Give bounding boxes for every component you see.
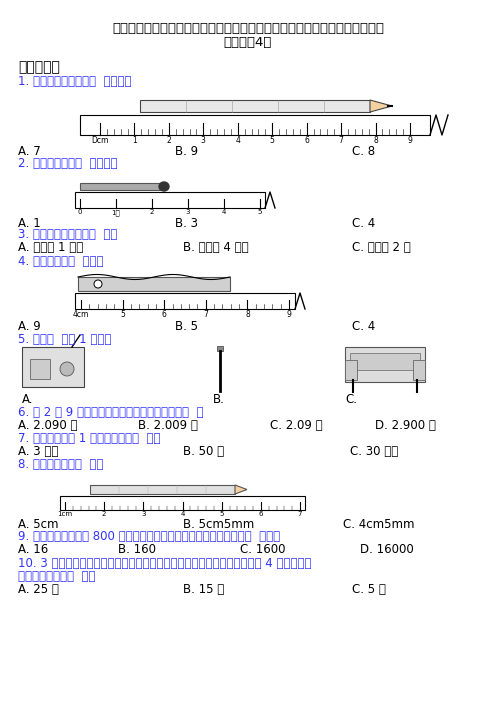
Text: A. 2.090 米: A. 2.090 米 <box>18 419 77 432</box>
Text: 5: 5 <box>270 136 275 145</box>
Text: 楼的高度大约是（  ）。: 楼的高度大约是（ ）。 <box>18 570 96 583</box>
Text: C. 4cm5mm: C. 4cm5mm <box>343 518 415 531</box>
Text: 9. 小华家到学校大约 800 米，估计一下，他在上学的路上可能走了（  ）步。: 9. 小华家到学校大约 800 米，估计一下，他在上学的路上可能走了（ ）步。 <box>18 530 280 543</box>
Bar <box>78 277 230 291</box>
Text: 7. 二年级小朋友 1 小时大约能走（  ）。: 7. 二年级小朋友 1 小时大约能走（ ）。 <box>18 432 161 445</box>
Text: 4: 4 <box>235 136 240 145</box>
Text: C. 跳绳长 2 米: C. 跳绳长 2 米 <box>352 241 411 254</box>
Text: 4: 4 <box>222 209 226 215</box>
Text: C.: C. <box>345 393 357 406</box>
Ellipse shape <box>159 182 169 191</box>
Text: 7: 7 <box>339 136 344 145</box>
Text: B. 9: B. 9 <box>175 145 198 158</box>
Text: 8. 下图铅笔长为（  ）。: 8. 下图铅笔长为（ ）。 <box>18 458 103 471</box>
Text: 4. 图中小刀长（  ）厘米: 4. 图中小刀长（ ）厘米 <box>18 255 104 268</box>
Text: B. 15 米: B. 15 米 <box>183 583 224 596</box>
Text: C. 1600: C. 1600 <box>240 543 286 556</box>
Text: 5: 5 <box>219 511 224 517</box>
Text: A. 3 千米: A. 3 千米 <box>18 445 59 458</box>
Text: C. 8: C. 8 <box>352 145 375 158</box>
Text: 2. 下图中火柴长（  ）厘米。: 2. 下图中火柴长（ ）厘米。 <box>18 157 118 170</box>
Text: C. 2.09 米: C. 2.09 米 <box>270 419 322 432</box>
Text: 9: 9 <box>408 136 413 145</box>
Text: B. 160: B. 160 <box>118 543 156 556</box>
Text: 7: 7 <box>298 511 302 517</box>
Text: 10. 3 个二年级小朋友的身高加起来和教室的高度差不多，学校的教学楼是 4 层楼，教学: 10. 3 个二年级小朋友的身高加起来和教室的高度差不多，学校的教学楼是 4 层… <box>18 557 311 570</box>
Text: 3: 3 <box>201 136 206 145</box>
Text: A. 9: A. 9 <box>18 320 41 333</box>
Bar <box>345 347 425 382</box>
Text: （必考题）小学数学二年级数学上册第一单元《长度单位》单元检测（有答案: （必考题）小学数学二年级数学上册第一单元《长度单位》单元检测（有答案 <box>112 22 384 35</box>
Text: C. 5 米: C. 5 米 <box>352 583 386 596</box>
Text: 5: 5 <box>120 310 125 319</box>
Text: B. 房间高 4 厘米: B. 房间高 4 厘米 <box>183 241 248 254</box>
Text: 2: 2 <box>167 136 171 145</box>
Bar <box>75 293 295 309</box>
Text: 9: 9 <box>287 310 292 319</box>
Text: C. 30 分米: C. 30 分米 <box>350 445 398 458</box>
Bar <box>30 359 50 379</box>
Circle shape <box>60 362 74 376</box>
Text: A. 25 米: A. 25 米 <box>18 583 59 596</box>
Text: 3: 3 <box>186 209 190 215</box>
Text: 5: 5 <box>258 209 262 215</box>
Text: A. 5cm: A. 5cm <box>18 518 59 531</box>
Circle shape <box>94 280 102 288</box>
Text: D. 2.900 米: D. 2.900 米 <box>375 419 436 432</box>
Text: 一、选择题: 一、选择题 <box>18 60 60 74</box>
Text: A. 小猫比 1 米高: A. 小猫比 1 米高 <box>18 241 83 254</box>
Text: B.: B. <box>213 393 225 406</box>
Bar <box>413 360 425 380</box>
Text: 1㎜: 1㎜ <box>112 209 121 216</box>
Text: 6. 把 2 米 9 厘米改成用米作单位的三位小数是（  ）: 6. 把 2 米 9 厘米改成用米作单位的三位小数是（ ） <box>18 406 203 419</box>
Text: 8: 8 <box>245 310 250 319</box>
Text: 3. 下列说法正确的是（  ）。: 3. 下列说法正确的是（ ）。 <box>18 228 118 241</box>
Text: A.: A. <box>22 393 34 406</box>
Text: C. 4: C. 4 <box>352 217 375 230</box>
Text: 4cm: 4cm <box>73 310 89 319</box>
Bar <box>90 485 235 494</box>
Text: 1. 这支铅笔的长度是（  ）厘米。: 1. 这支铅笔的长度是（ ）厘米。 <box>18 75 131 88</box>
Text: 5. 下面（  ）比 1 米长。: 5. 下面（ ）比 1 米长。 <box>18 333 112 346</box>
Text: 2: 2 <box>102 511 106 517</box>
Text: B. 2.009 米: B. 2.009 米 <box>138 419 198 432</box>
Text: B. 3: B. 3 <box>175 217 198 230</box>
Text: 1: 1 <box>132 136 137 145</box>
Text: 7: 7 <box>203 310 208 319</box>
Bar <box>140 100 370 112</box>
Text: D. 16000: D. 16000 <box>360 543 414 556</box>
Bar <box>60 496 305 510</box>
Text: A. 7: A. 7 <box>18 145 41 158</box>
Text: 6: 6 <box>258 511 263 517</box>
Text: 1cm: 1cm <box>58 511 72 517</box>
Text: 6: 6 <box>304 136 309 145</box>
Bar <box>22 347 84 387</box>
Bar <box>80 183 160 190</box>
Bar <box>80 115 430 135</box>
Text: B. 5cm5mm: B. 5cm5mm <box>183 518 254 531</box>
Text: A. 16: A. 16 <box>18 543 48 556</box>
Text: 0: 0 <box>78 209 82 215</box>
Bar <box>350 353 420 370</box>
Text: 3: 3 <box>141 511 146 517</box>
Text: 4: 4 <box>181 511 185 517</box>
Polygon shape <box>235 485 247 494</box>
Bar <box>217 346 223 351</box>
Text: C. 4: C. 4 <box>352 320 375 333</box>
Text: A. 1: A. 1 <box>18 217 41 230</box>
Bar <box>75 192 265 208</box>
Text: 6: 6 <box>162 310 167 319</box>
Text: 2: 2 <box>150 209 154 215</box>
Polygon shape <box>370 100 392 112</box>
Text: B. 50 米: B. 50 米 <box>183 445 224 458</box>
Text: 8: 8 <box>373 136 378 145</box>
Bar <box>345 360 357 380</box>
Text: 解析）（4）: 解析）（4） <box>224 36 272 49</box>
Text: Dcm: Dcm <box>91 136 109 145</box>
Text: B. 5: B. 5 <box>175 320 198 333</box>
